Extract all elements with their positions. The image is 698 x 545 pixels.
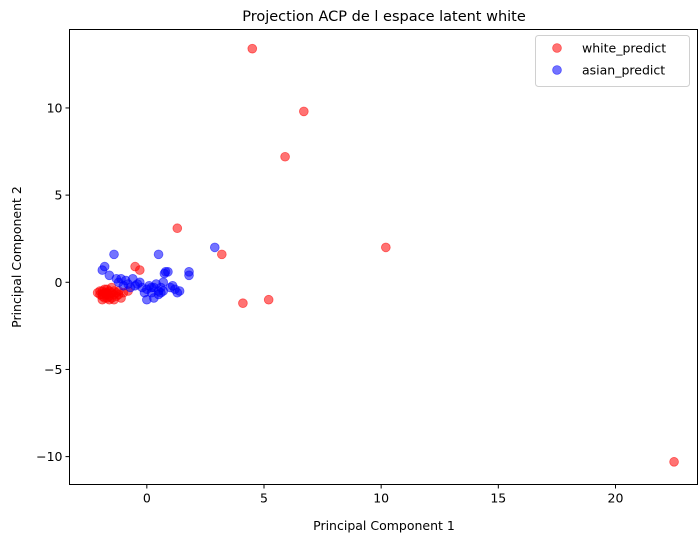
data-point: [381, 242, 391, 253]
legend: white_predict asian_predict: [535, 35, 690, 87]
data-point: [263, 294, 274, 305]
legend-label: white_predict: [582, 41, 666, 56]
data-point: [97, 265, 108, 275]
data-point: [174, 286, 185, 296]
plot-area: [69, 29, 698, 485]
data-point: [217, 249, 227, 260]
y-axis-label: Principal Component 2: [9, 186, 24, 328]
legend-entries: white_predict asian_predict: [552, 41, 666, 78]
data-point: [132, 279, 143, 289]
series-white_predict: [92, 43, 679, 467]
data-point: [134, 265, 145, 275]
legend-box: [535, 35, 690, 87]
data-point: [184, 267, 194, 277]
data-point: [109, 286, 119, 296]
series-asian_predict: [97, 242, 220, 305]
y-tick-label: −5: [44, 362, 62, 377]
chart-title: Projection ACP de l espace latent white: [242, 9, 526, 25]
x-tick-label: 5: [260, 491, 268, 506]
x-tick-label: 0: [143, 491, 151, 506]
data-point: [669, 457, 679, 467]
data-point: [299, 106, 309, 117]
points-layer: [92, 43, 679, 467]
data-point: [156, 287, 166, 298]
data-point: [172, 223, 183, 234]
data-point: [280, 151, 290, 162]
data-point: [209, 242, 220, 253]
x-tick-label: 10: [373, 491, 389, 506]
x-axis-label: Principal Component 1: [313, 518, 455, 533]
x-tick-label: 15: [490, 491, 506, 506]
legend-marker: [552, 43, 562, 53]
data-point: [153, 249, 164, 260]
data-point: [163, 267, 173, 277]
x-tick-label: 20: [608, 491, 624, 506]
y-axis: −10 −5 0 5 10: [36, 100, 70, 464]
x-axis: 0 5 10 15 20: [143, 484, 624, 506]
legend-marker: [552, 65, 562, 75]
y-tick-label: −10: [36, 449, 62, 464]
data-point: [247, 43, 258, 54]
data-point: [146, 282, 157, 293]
data-point: [238, 298, 248, 308]
plot-frame: [69, 29, 698, 485]
y-tick-label: 5: [55, 188, 63, 203]
y-tick-label: 10: [47, 100, 63, 115]
data-point: [109, 249, 119, 260]
y-tick-label: 0: [55, 275, 63, 290]
legend-label: asian_predict: [582, 63, 665, 78]
